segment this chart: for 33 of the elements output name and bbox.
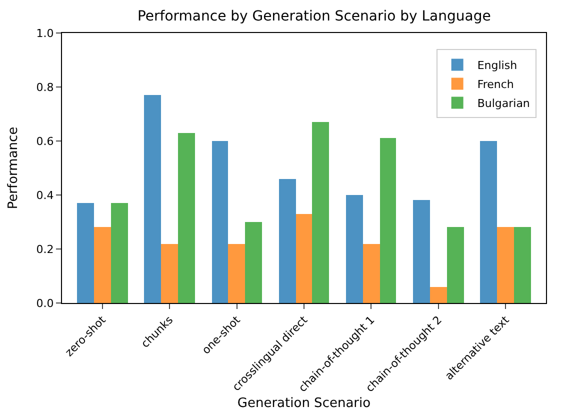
- chart-title: Performance by Generation Scenario by Language: [137, 8, 491, 24]
- bar: [279, 179, 296, 303]
- bar: [111, 203, 128, 303]
- bar: [178, 133, 195, 303]
- bar: [77, 203, 94, 303]
- bar: [228, 244, 245, 303]
- bar: [447, 227, 464, 303]
- y-tick-label: 1.0: [36, 26, 54, 40]
- legend-label: English: [477, 58, 518, 72]
- bar: [346, 195, 363, 303]
- bar: [413, 200, 430, 303]
- bar: [380, 138, 396, 303]
- y-axis-title: Performance: [6, 126, 22, 210]
- bar: [497, 227, 514, 303]
- bar: [245, 222, 262, 303]
- bar: [514, 227, 531, 303]
- y-tick-label: 0.6: [36, 134, 54, 148]
- bar: [161, 244, 178, 303]
- y-tick-label: 0.0: [36, 296, 54, 310]
- legend-label: Bulgarian: [477, 96, 530, 110]
- bar: [212, 141, 228, 303]
- x-axis-title: Generation Scenario: [237, 396, 371, 412]
- y-tick-label: 0.4: [36, 188, 54, 202]
- y-tick-label: 0.2: [36, 242, 54, 256]
- bar: [480, 141, 497, 303]
- bar: [363, 244, 380, 303]
- bar: [94, 227, 111, 303]
- legend-label: French: [477, 78, 514, 91]
- bar: [296, 214, 312, 303]
- y-tick-label: 0.8: [36, 80, 54, 94]
- bar: [430, 287, 447, 303]
- bar: [312, 122, 329, 303]
- bar: [144, 95, 161, 303]
